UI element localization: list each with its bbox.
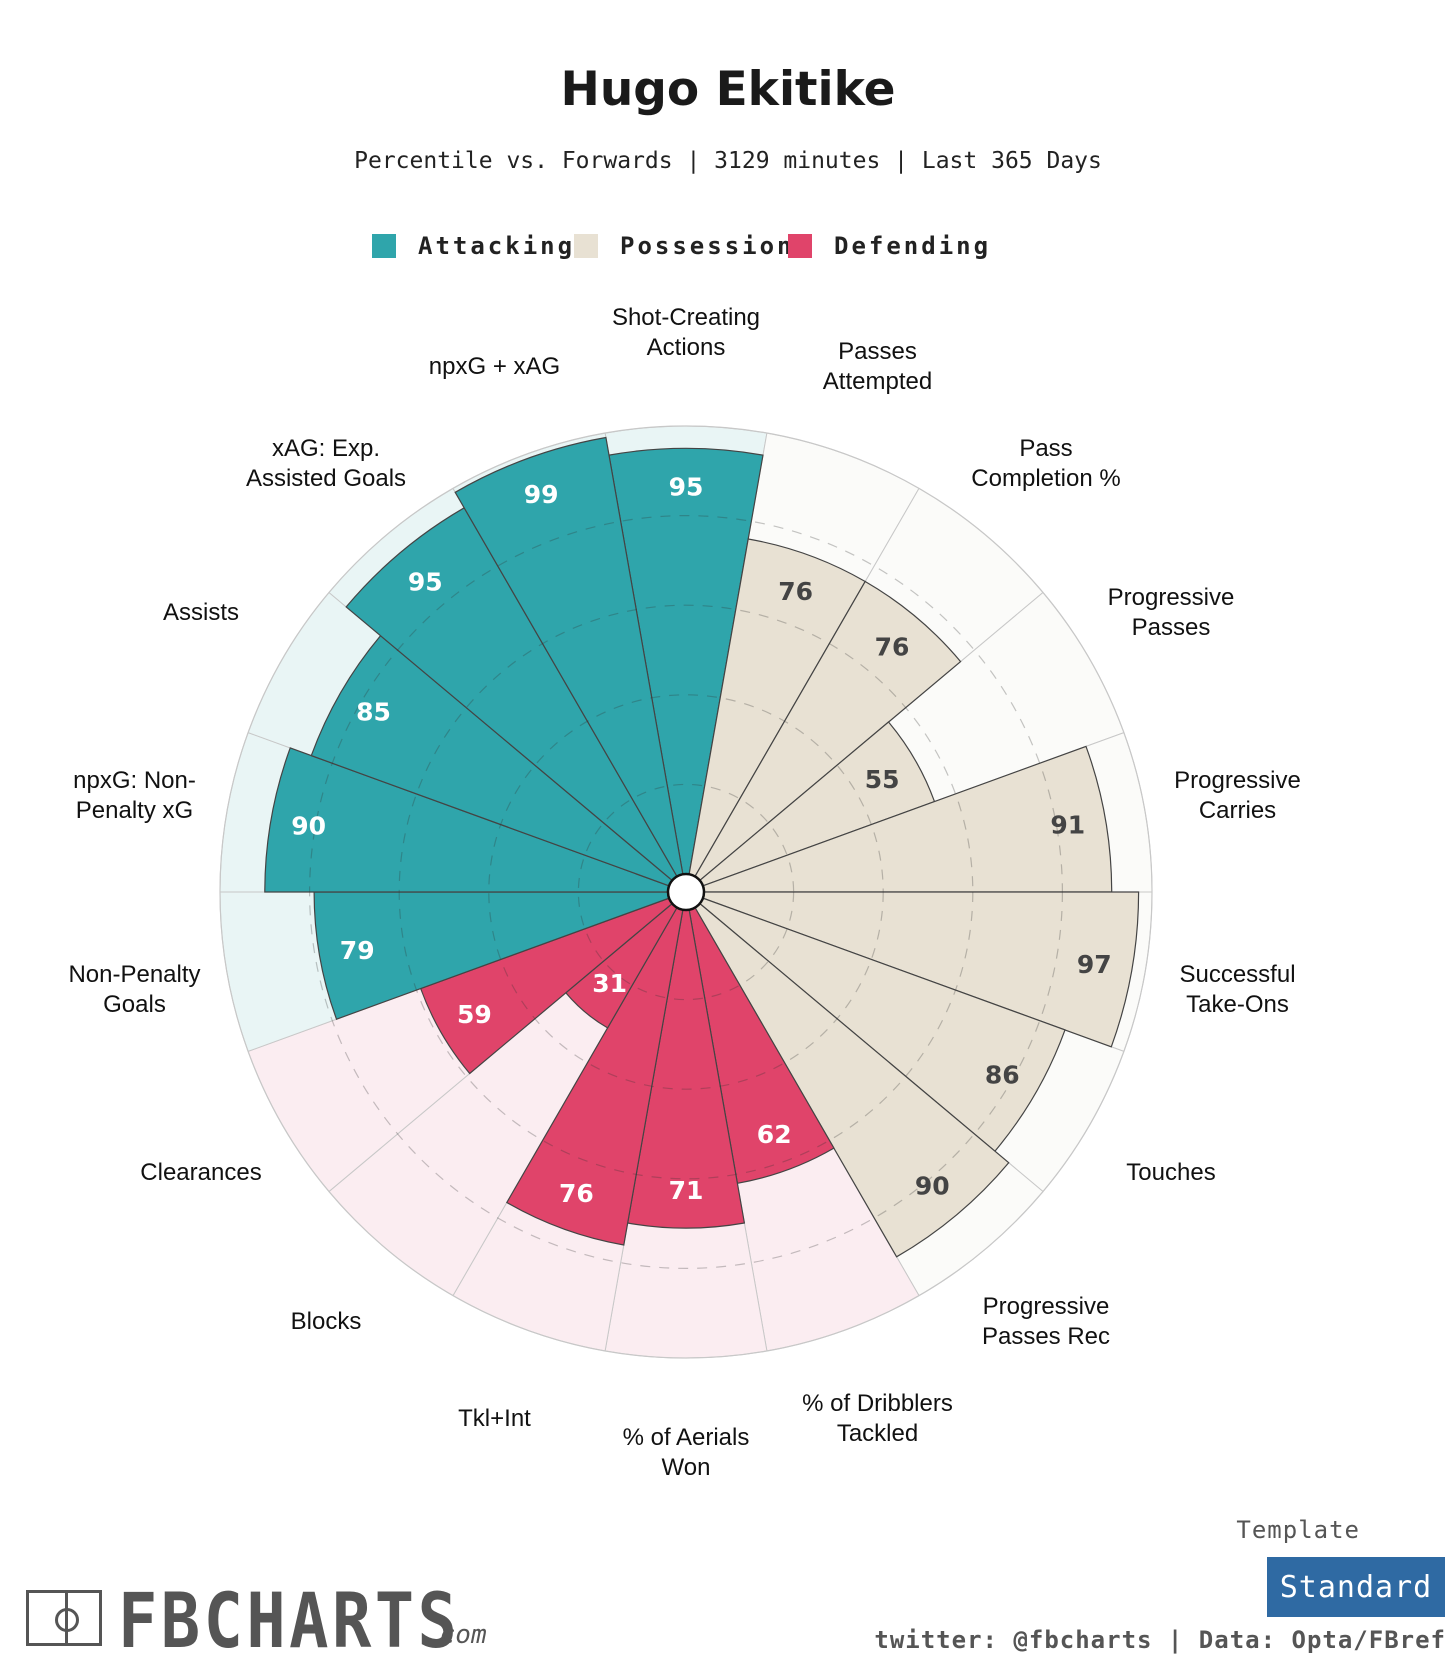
axis-label-progressive-carries: Progressive Carries: [1174, 767, 1301, 824]
value-label-progressive-carries: 91: [1050, 811, 1085, 840]
value-wedges: [264, 436, 1140, 1258]
bar-progressive-carries: [685, 745, 1113, 893]
legend-swatch-attacking: [372, 234, 396, 258]
grid: [219, 425, 1153, 1359]
axis-label-successful-take-ons: Successful Take-Ons: [1179, 961, 1295, 1018]
value-label-progressive-passes-rec: 90: [915, 1172, 950, 1201]
data-credit: twitter: @fbcharts | Data: Opta/FBref: [874, 1626, 1446, 1654]
legend-label-attacking: Attacking: [418, 232, 576, 260]
axis-labels: Shot-Creating Actions Passes Attempted Pass C…: [68, 304, 1300, 1481]
legend-item-attacking: Attacking: [372, 232, 575, 260]
axis-label-of-aerials-won: % of Aerials Won: [623, 1424, 750, 1481]
legend-swatch-possession: [574, 234, 598, 258]
outer-ring: [219, 425, 1153, 1359]
legend: Attacking Possession Defending: [0, 232, 1456, 266]
value-label-pass-completion: 76: [875, 633, 910, 662]
value-label-assists: 85: [356, 698, 391, 727]
axis-label-assists: Assists: [163, 599, 239, 626]
axis-label-npxg-xag: npxG + xAG: [429, 353, 560, 380]
legend-label-possession: Possession: [620, 232, 795, 260]
axis-label-progressive-passes: Progressive Passes: [1108, 584, 1235, 641]
legend-item-defending: Defending: [788, 232, 991, 260]
grid-ring-80: [309, 514, 1063, 1269]
value-label-of-aerials-won: 71: [669, 1176, 704, 1205]
value-label-blocks: 31: [592, 969, 627, 998]
bar-npxg-xag: [454, 436, 687, 893]
legend-swatch-defending: [788, 234, 812, 258]
value-label-xag-exp-assisted-goals: 95: [408, 567, 443, 596]
grid-ring-40: [488, 694, 884, 1090]
axis-label-xag-exp-assisted-goals: xAG: Exp. Assisted Goals: [246, 435, 406, 492]
value-label-npxg-xag: 99: [524, 480, 559, 509]
axis-label-npxg-non-penalty-xg: npxG: Non-Penalty xG: [73, 767, 196, 824]
chart-subtitle: Percentile vs. Forwards | 3129 minutes |…: [354, 148, 1102, 174]
axis-label-passes-attempted: Passes Attempted: [823, 338, 932, 395]
pitch-icon: [26, 1590, 102, 1646]
value-labels: 95 76 76 55 91 97 86 90 62 71 76 31 59 79 90 85 95 99: [291, 472, 1111, 1208]
legend-label-defending: Defending: [834, 232, 992, 260]
bar-npxg-non-penalty-xg: [264, 747, 687, 893]
axis-label-of-dribblers-tackled: % of Dribblers Tackled: [802, 1390, 953, 1447]
bar-touches: [685, 891, 1066, 1153]
template-badge: Standard: [1267, 1557, 1445, 1617]
value-label-progressive-passes: 55: [865, 765, 900, 794]
logo-suffix: .com: [424, 1620, 487, 1650]
axis-label-touches: Touches: [1126, 1159, 1215, 1186]
chart-title: Hugo Ekitike: [560, 62, 896, 117]
legend-item-possession: Possession: [574, 232, 795, 260]
bar-assists: [310, 634, 687, 893]
bar-successful-take-ons: [685, 891, 1140, 1048]
bar-non-penalty-goals: [313, 891, 687, 1020]
value-label-tkl-int: 76: [559, 1179, 594, 1208]
axis-label-progressive-passes-rec: Progressive Passes Rec: [982, 1293, 1110, 1350]
logo-text: FBCHARTS: [118, 1576, 461, 1665]
value-label-successful-take-ons: 97: [1077, 950, 1112, 979]
value-label-shot-creating-actions: 95: [669, 472, 704, 501]
grid-ring-20: [577, 783, 795, 1001]
template-label: Template: [1236, 1516, 1360, 1544]
axis-label-clearances: Clearances: [140, 1159, 261, 1186]
axis-label-tkl-int: Tkl+Int: [458, 1405, 531, 1432]
axis-label-non-penalty-goals: Non-Penalty Goals: [68, 961, 200, 1018]
axis-label-shot-creating-actions: Shot-Creating Actions: [612, 304, 760, 361]
center-hub: [666, 872, 706, 912]
value-label-touches: 86: [985, 1061, 1020, 1090]
value-label-passes-attempted: 76: [778, 577, 813, 606]
value-label-non-penalty-goals: 79: [340, 936, 375, 965]
axis-label-blocks: Blocks: [291, 1308, 362, 1335]
bar-pass-completion: [685, 580, 962, 893]
value-label-clearances: 59: [457, 1000, 492, 1029]
axis-label-pass-completion: Pass Completion %: [971, 435, 1120, 492]
value-label-npxg-non-penalty-xg: 90: [291, 812, 326, 841]
bar-progressive-passes-rec: [685, 891, 1010, 1258]
bar-tkl-int: [505, 891, 687, 1246]
bar-shot-creating-actions: [608, 447, 764, 893]
bar-xag-exp-assisted-goals: [345, 506, 687, 893]
grid-ring-60: [398, 604, 974, 1180]
value-label-of-dribblers-tackled: 62: [757, 1120, 792, 1149]
